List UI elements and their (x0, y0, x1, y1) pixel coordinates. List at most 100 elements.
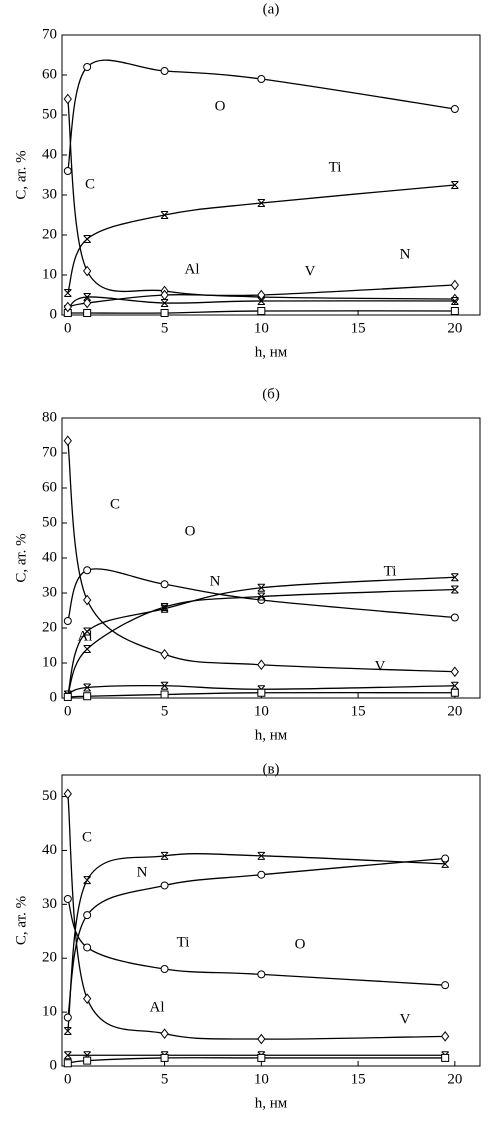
point (83, 943, 92, 952)
y-tick-label: 30 (42, 896, 57, 912)
point (450, 585, 459, 594)
point (160, 604, 169, 613)
y-tick-label: 0 (50, 689, 58, 705)
point (63, 788, 72, 800)
y-tick-label: 50 (42, 106, 57, 122)
point (257, 659, 266, 671)
point (450, 279, 459, 291)
series-line (67, 853, 446, 1032)
point (160, 681, 169, 690)
point (63, 167, 72, 175)
series-label: C (85, 176, 95, 192)
series-line (67, 857, 446, 1018)
series-line (67, 440, 455, 673)
point (63, 1013, 72, 1022)
point (441, 1031, 450, 1042)
point (83, 683, 92, 692)
point (450, 573, 459, 582)
point (257, 199, 266, 207)
series-line (67, 1057, 446, 1064)
series-label: N (137, 864, 148, 880)
series-line (67, 59, 455, 172)
x-tick-label: 5 (161, 1071, 169, 1087)
y-tick-label: 70 (42, 26, 57, 42)
point (83, 566, 92, 575)
point (257, 289, 266, 301)
series-line (67, 898, 446, 986)
point (63, 1059, 72, 1068)
point (160, 309, 169, 317)
y-tick-label: 70 (42, 444, 57, 460)
series-line (67, 184, 455, 294)
point (160, 965, 169, 973)
point (160, 1053, 169, 1062)
panel-title: (б) (262, 386, 280, 402)
series-label: Al (78, 628, 93, 644)
point (160, 299, 169, 307)
series-line (67, 685, 455, 696)
y-tick-label: 50 (42, 514, 57, 530)
point (450, 613, 459, 622)
point (450, 666, 459, 678)
y-tick-label: 40 (42, 549, 57, 565)
plot-frame (61, 417, 481, 699)
point (257, 307, 266, 315)
series-label: Ti (177, 934, 190, 950)
plot-frame (61, 774, 481, 1067)
y-tick-label: 10 (42, 654, 57, 670)
point (257, 1053, 266, 1062)
y-tick-label: 60 (42, 479, 57, 495)
y-tick-label: 0 (50, 306, 58, 322)
point (450, 688, 459, 697)
point (83, 645, 92, 653)
series-label: Al (150, 999, 165, 1015)
point (450, 297, 459, 305)
x-tick-label: 20 (447, 703, 462, 719)
x-tick-label: 5 (161, 703, 169, 719)
x-tick-label: 10 (254, 320, 269, 336)
point (160, 211, 169, 219)
point (257, 297, 266, 305)
x-tick-label: 15 (351, 320, 366, 336)
point (63, 301, 72, 313)
x-axis-label: h, нм (255, 1095, 288, 1111)
point (441, 1053, 450, 1062)
point (83, 293, 92, 301)
point (160, 851, 169, 860)
panel-title: (в) (262, 761, 279, 777)
series-label: V (305, 263, 316, 279)
x-axis-label: h, нм (255, 344, 288, 360)
x-axis-label: h, нм (255, 727, 288, 743)
y-tick-label: 20 (42, 226, 57, 242)
x-tick-label: 15 (351, 703, 366, 719)
y-tick-label: 10 (42, 1004, 57, 1020)
point (160, 603, 169, 611)
point (83, 235, 92, 243)
series-label: V (400, 1011, 411, 1027)
point (160, 289, 169, 301)
x-tick-label: 5 (161, 320, 169, 336)
point (83, 1051, 92, 1060)
point (441, 854, 450, 863)
panel-title: (а) (263, 1, 280, 17)
series-label: Ti (384, 563, 397, 579)
point (441, 859, 450, 868)
point (83, 594, 92, 606)
point (160, 1028, 169, 1039)
point (450, 181, 459, 189)
y-tick-label: 0 (50, 1057, 58, 1073)
x-tick-label: 10 (254, 1071, 269, 1087)
point (63, 894, 72, 903)
point (83, 692, 92, 701)
point (63, 692, 72, 701)
y-tick-label: 10 (42, 266, 57, 282)
x-tick-label: 10 (254, 703, 269, 719)
y-tick-label: 40 (42, 842, 57, 858)
point (83, 627, 92, 636)
y-tick-label: 30 (42, 584, 57, 600)
point (63, 435, 72, 447)
y-tick-label: 80 (42, 409, 57, 425)
point (257, 851, 266, 860)
point (257, 583, 266, 592)
series-line (67, 588, 455, 695)
